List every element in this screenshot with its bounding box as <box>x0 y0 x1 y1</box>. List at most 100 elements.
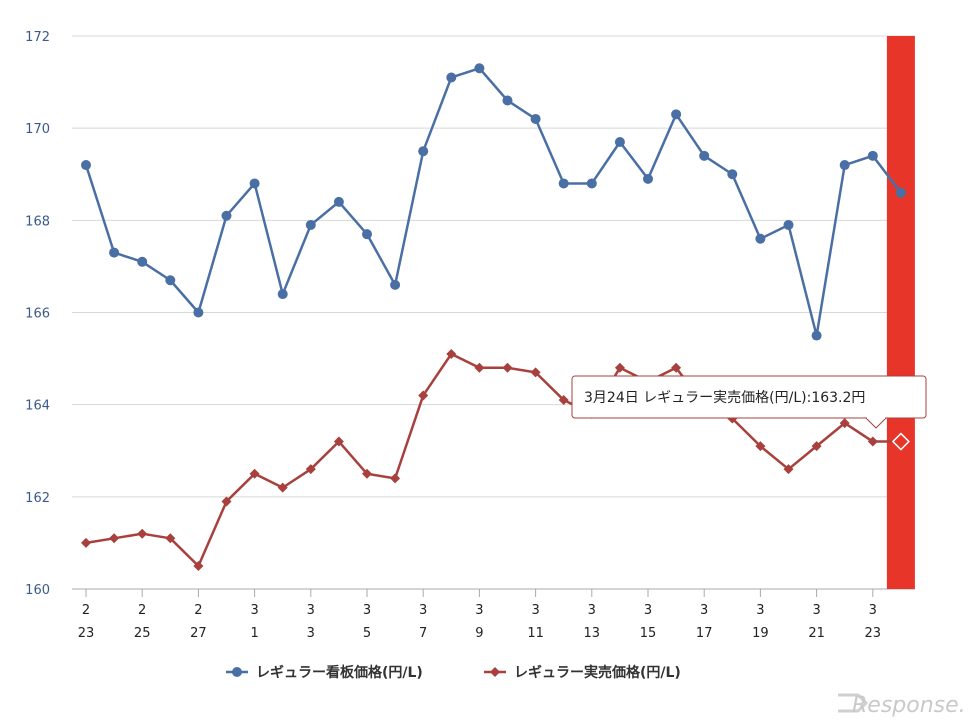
data-point-circle <box>418 146 429 157</box>
x-tick-label-month: 3 <box>475 603 483 618</box>
x-tick-label-month: 2 <box>138 603 146 618</box>
data-point-circle <box>643 173 653 184</box>
y-tick-label: 172 <box>25 30 50 45</box>
data-point-diamond <box>165 533 176 544</box>
x-tick-label-day: 7 <box>419 626 427 641</box>
data-point-circle <box>867 150 878 161</box>
legend-marker-circle <box>232 667 242 677</box>
x-tick-label-day: 21 <box>808 626 825 641</box>
data-point-circle <box>558 178 569 189</box>
tooltip-box <box>571 375 927 419</box>
y-axis-ticks: 160 162 164 166 168 170 172 <box>25 30 50 598</box>
data-point-circle <box>839 160 850 171</box>
data-point-circle <box>81 160 91 171</box>
series-group <box>81 63 910 571</box>
data-point-diamond <box>811 441 822 452</box>
x-tick-label-month: 3 <box>250 603 258 618</box>
data-point-circle <box>671 109 682 120</box>
data-point-circle <box>221 210 232 221</box>
data-point-circle <box>895 187 906 198</box>
data-point-circle <box>699 150 710 161</box>
data-point-circle <box>390 279 401 290</box>
data-point-diamond <box>249 468 260 479</box>
x-tick-label-day: 19 <box>752 626 769 641</box>
y-tick-label: 166 <box>25 307 50 322</box>
data-point-circle <box>193 307 204 318</box>
data-point-circle <box>446 72 457 83</box>
series-line-1 <box>84 67 902 337</box>
x-tick-label-day: 11 <box>527 626 544 641</box>
data-point-circle <box>333 196 344 207</box>
x-tick-label-day: 1 <box>250 626 258 641</box>
x-tick-label-month: 3 <box>756 603 764 618</box>
x-tick-label-month: 2 <box>82 603 90 618</box>
legend-label-1: レギュラー看板価格(円/L) <box>256 664 423 681</box>
data-point-diamond-highlighted <box>891 432 910 451</box>
x-tick-label-month: 3 <box>531 603 539 618</box>
y-tick-label: 168 <box>25 214 50 229</box>
data-point-circle <box>165 275 176 286</box>
x-tick-label-day: 13 <box>584 626 601 641</box>
x-tick-label-day: 9 <box>475 626 483 641</box>
data-point-diamond <box>502 362 513 373</box>
data-point-circle <box>530 113 541 124</box>
legend: レギュラー看板価格(円/L) レギュラー実売価格(円/L) <box>226 664 681 681</box>
data-point-diamond <box>362 468 372 479</box>
grid-lines <box>72 35 915 590</box>
y-tick-label: 160 <box>25 583 50 598</box>
data-point-diamond <box>277 482 288 493</box>
series-line-2 <box>85 352 901 568</box>
data-point-diamond <box>867 436 878 447</box>
x-tick-label-day: 5 <box>363 626 371 641</box>
data-point-circle <box>614 136 625 147</box>
data-point-diamond <box>614 362 625 373</box>
data-point-circle <box>362 229 372 240</box>
data-point-diamond <box>530 367 541 378</box>
tooltip-pointer <box>864 417 888 429</box>
y-tick-label: 164 <box>25 399 50 414</box>
data-point-circle <box>277 289 288 300</box>
x-tick-label-month: 3 <box>700 603 708 618</box>
data-point-diamond <box>755 441 766 452</box>
data-point-diamond <box>418 390 429 401</box>
data-point-diamond <box>558 395 569 406</box>
data-point-circle <box>502 95 513 106</box>
data-point-diamond <box>137 528 148 539</box>
x-tick-label-day: 3 <box>307 626 315 641</box>
hover-highlight-band <box>886 36 915 589</box>
watermark-text: Response. <box>852 693 966 718</box>
data-point-circle <box>249 178 260 189</box>
data-point-circle <box>137 256 148 267</box>
data-point-diamond <box>193 560 204 571</box>
x-tick-label-day: 17 <box>696 626 713 641</box>
x-tick-label-month: 3 <box>307 603 315 618</box>
legend-label-2: レギュラー実売価格(円/L) <box>514 664 681 681</box>
data-point-diamond <box>474 362 485 373</box>
data-point-diamond <box>333 436 344 447</box>
data-point-diamond <box>221 496 232 507</box>
data-point-diamond <box>81 537 91 548</box>
x-tick-label-month: 3 <box>869 603 877 618</box>
x-tick-label-month: 3 <box>419 603 427 618</box>
data-point-circle <box>783 219 794 230</box>
data-point-circle <box>305 219 316 230</box>
x-tick-label-day: 27 <box>190 626 207 641</box>
x-tick-label-month: 3 <box>812 603 820 618</box>
data-point-diamond <box>305 464 316 475</box>
x-tick-label-day: 15 <box>640 626 657 641</box>
x-tick-label-month: 2 <box>194 603 202 618</box>
data-point-diamond <box>671 362 682 373</box>
y-tick-label: 170 <box>25 122 50 137</box>
x-tick-label-month: 3 <box>363 603 371 618</box>
x-tick-label-day: 23 <box>78 626 95 641</box>
data-point-circle <box>474 63 485 74</box>
data-point-diamond <box>390 473 401 484</box>
data-point-diamond <box>446 348 457 359</box>
watermark-logo: Response. <box>838 693 966 718</box>
data-point-diamond <box>783 464 794 475</box>
data-point-circle <box>811 330 822 341</box>
y-tick-label: 162 <box>25 491 50 506</box>
tooltip: 3月24日 レギュラー実売価格(円/L):163.2円 <box>571 375 927 429</box>
